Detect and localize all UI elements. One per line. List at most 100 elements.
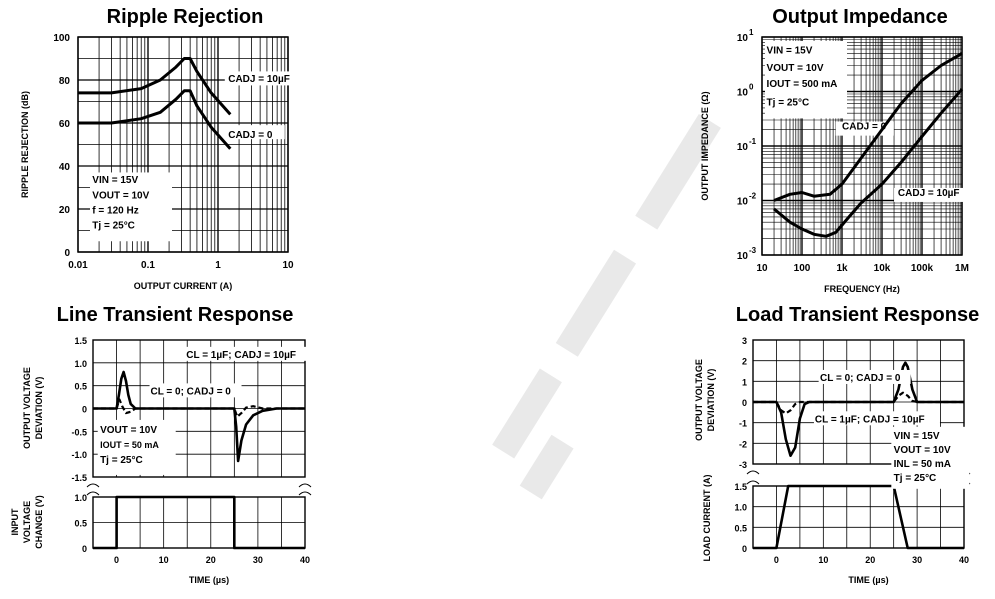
x-tick-label: 0.1 — [141, 260, 155, 271]
legend-box — [891, 426, 970, 489]
x-tick-label: 0.01 — [68, 260, 88, 271]
axis-break — [746, 470, 760, 475]
series-line — [93, 495, 305, 550]
annotation: f = 120 Hz — [92, 205, 138, 216]
y-axis-label: OUTPUT VOLTAGE — [694, 359, 704, 441]
y-tick-label: 0 — [64, 248, 70, 259]
legend-box — [97, 419, 176, 475]
x-tick-label: 40 — [300, 555, 310, 565]
y-axis-label: OUTPUT VOLTAGE — [22, 367, 32, 449]
axis-break — [298, 483, 312, 488]
plot-frame — [77, 36, 289, 253]
annotation: CADJ = 10µF — [228, 74, 290, 85]
annotation: CL = 1µF; CADJ = 10µF — [815, 414, 925, 425]
x-tick-label: 30 — [253, 555, 263, 565]
annotation: VOUT = 10V — [767, 63, 824, 74]
chart-title: Output Impedance — [772, 6, 948, 28]
y-tick-label: 0 — [742, 398, 747, 408]
legend-box — [90, 172, 172, 242]
plot-frame — [752, 485, 965, 549]
series-line — [773, 88, 964, 238]
label-box — [224, 71, 300, 86]
x-axis-label: FREQUENCY (Hz) — [824, 284, 900, 294]
y-axis-label: DEVIATION (V) — [706, 369, 716, 432]
label-box — [818, 369, 911, 384]
annotation: IOUT = 50 mA — [100, 440, 159, 450]
y-tick-exponent: -3 — [749, 246, 757, 255]
y-tick-label: -3 — [739, 460, 747, 470]
series-line — [753, 484, 964, 550]
x-axis-label: OUTPUT CURRENT (A) — [134, 281, 233, 291]
y-axis-label: INPUT — [10, 508, 20, 536]
x-tick-label: 10 — [282, 260, 294, 271]
label-box — [813, 411, 940, 426]
y-tick-label: -1 — [739, 419, 747, 429]
x-tick-label: 40 — [959, 555, 969, 565]
annotation: CL = 0; CADJ = 0 — [820, 373, 901, 384]
legend-box — [765, 41, 847, 119]
y-tick-label: -1.0 — [71, 450, 87, 460]
y-tick-label: 40 — [59, 162, 71, 173]
y-tick-label: 20 — [59, 205, 71, 216]
y-tick-label: 0 — [82, 405, 87, 415]
y-axis-label: CHANGE (V) — [34, 495, 44, 549]
x-axis-label: TIME (µs) — [189, 575, 229, 585]
y-tick-label: 100 — [53, 33, 70, 44]
x-tick-label: 10 — [818, 555, 828, 565]
output-impedance-chart: Output Impedance 10 100 1k 10k 100k 1M 10 -3 10-… — [690, 0, 995, 300]
annotation: VIN = 15V — [767, 45, 813, 56]
annotation: Tj = 25°C — [100, 455, 143, 466]
y-tick-label: 1.0 — [734, 503, 747, 513]
line-transient-chart: Line Transient Response 1.5 1.0 0.5 0 -0.5 -1… — [0, 300, 320, 594]
annotation: VOUT = 10V — [100, 425, 157, 436]
y-tick-label: -0.5 — [71, 427, 87, 437]
annotation: VOUT = 10V — [92, 190, 149, 201]
series-line — [753, 391, 964, 415]
y-tick-label: 2 — [742, 357, 747, 367]
annotation: VIN = 15V — [92, 175, 138, 186]
annotation: CL = 0; CADJ = 0 — [150, 386, 231, 397]
y-tick-label: 60 — [59, 119, 71, 130]
y-axis-label: OUTPUT IMPEDANCE (Ω) — [700, 91, 710, 200]
plot-frame — [761, 36, 963, 256]
y-tick-exponent: 1 — [749, 28, 754, 37]
annotation: INL = 50 mA — [894, 459, 951, 470]
y-tick-label: 1.0 — [74, 359, 87, 369]
x-axis-label: TIME (µs) — [848, 575, 888, 585]
output-impedance-plot: 10 100 1k 10k 100k 1M10-310-210-1100101FREQUE… — [700, 28, 973, 294]
y-axis-label: RIPPLE REJECTION (dB) — [20, 91, 30, 198]
x-tick-label: 30 — [912, 555, 922, 565]
y-tick-label: 10 — [737, 197, 749, 208]
annotation: CL = 1µF; CADJ = 10µF — [186, 350, 296, 361]
axis-break — [298, 491, 312, 496]
y-tick-label: -1.5 — [71, 473, 87, 483]
x-tick-label: 10k — [874, 263, 891, 274]
series-line — [753, 361, 964, 457]
x-tick-label: 100k — [911, 263, 934, 274]
series-line — [93, 370, 305, 463]
y-tick-exponent: -2 — [749, 192, 757, 201]
x-tick-label: 10 — [756, 263, 768, 274]
y-tick-label: 1.5 — [734, 482, 747, 492]
series-line — [78, 89, 232, 150]
x-tick-label: 1k — [836, 263, 848, 274]
annotation: VOUT = 10V — [894, 445, 951, 456]
annotation: CADJ = 0 — [228, 130, 273, 141]
axis-break — [746, 480, 760, 485]
x-tick-label: 0 — [774, 555, 779, 565]
annotation: CADJ = 10µF — [898, 188, 960, 199]
label-box — [224, 125, 285, 140]
y-tick-label: 0 — [742, 544, 747, 554]
annotation: IOUT = 500 mA — [767, 79, 838, 90]
annotation: VIN = 15V — [894, 431, 940, 442]
x-tick-label: 20 — [206, 555, 216, 565]
y-tick-exponent: -1 — [749, 137, 757, 146]
y-tick-label: 1.0 — [74, 493, 87, 503]
label-box — [894, 187, 973, 202]
axis-break — [86, 491, 100, 496]
chart-title: Ripple Rejection — [106, 6, 264, 28]
y-tick-label: 1.5 — [74, 336, 87, 346]
y-axis-label: VOLTAGE — [22, 501, 32, 543]
